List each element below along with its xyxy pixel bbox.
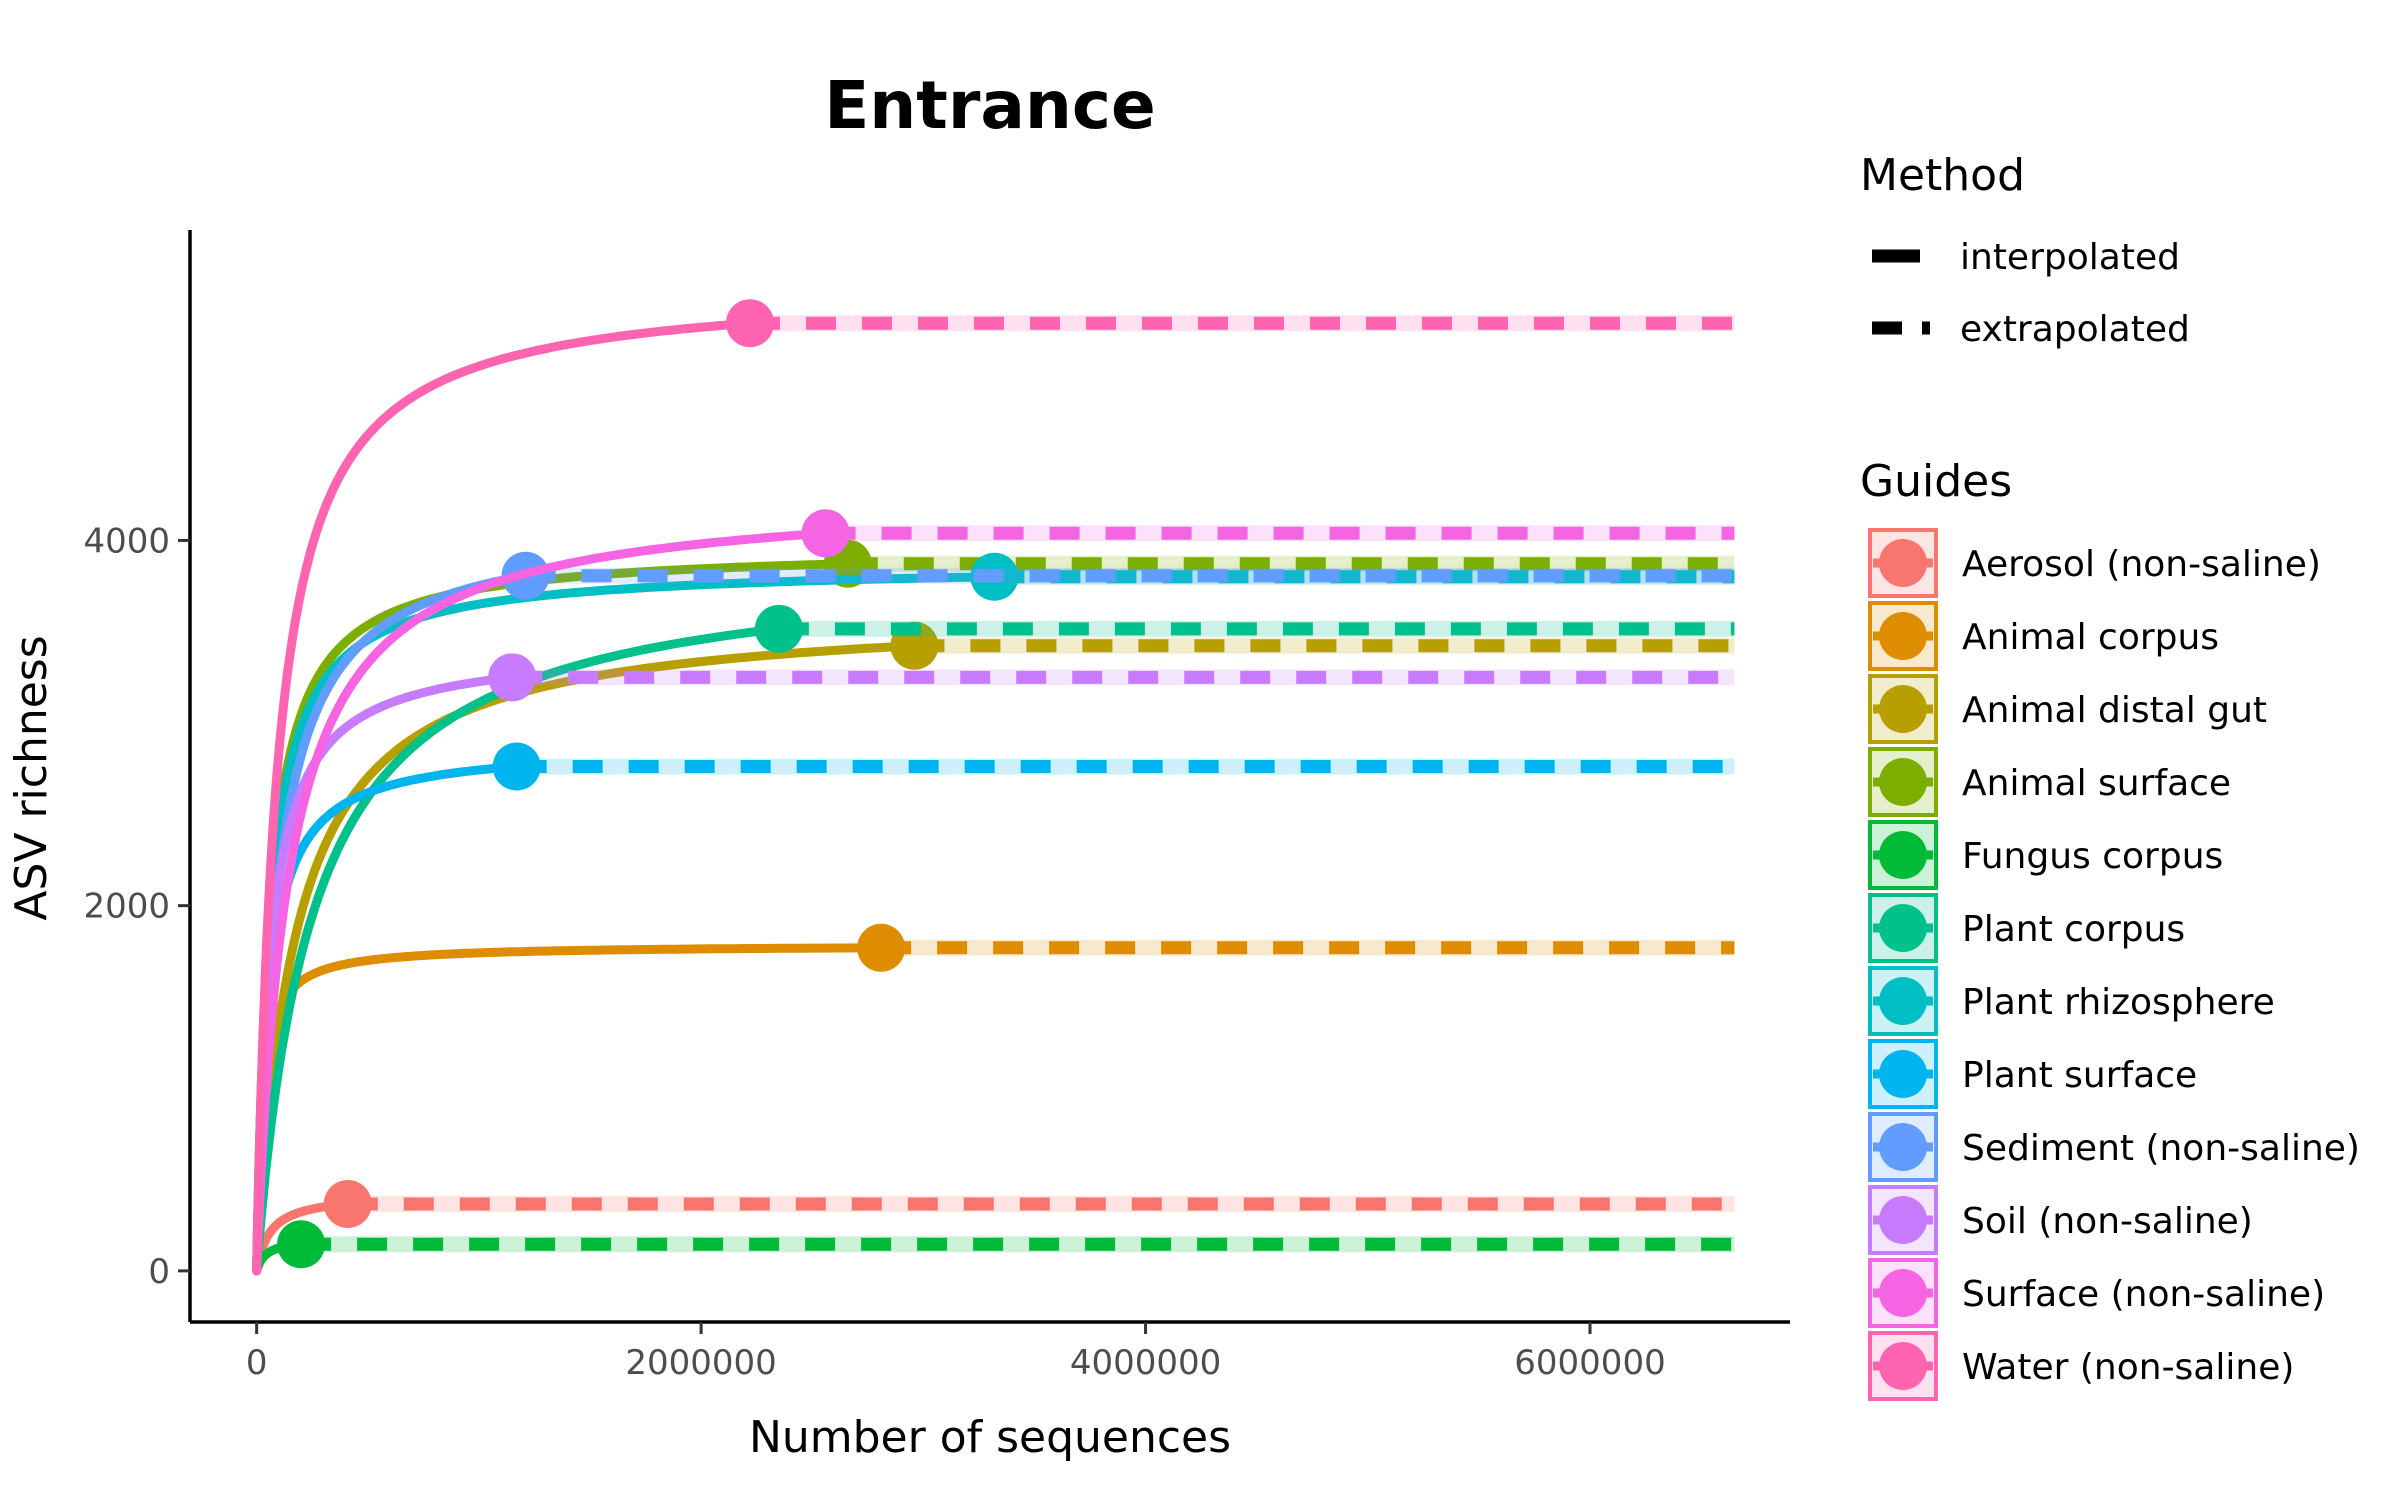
guides-legend-item-sediment-non-saline: Sediment (non-saline) (1868, 1112, 2360, 1182)
guides-legend-label: Animal surface (1962, 763, 2231, 804)
legend: Method Guides interpolated extrapolated Ae… (1860, 150, 2360, 1401)
legend-key-point (1879, 1269, 1927, 1317)
series-animal-corpus (252, 923, 1735, 1276)
guides-legend-item-plant-surface: Plant surface (1868, 1039, 2197, 1109)
guides-legend-label: Soil (non-saline) (1962, 1201, 2253, 1242)
x-tick-label: 6000000 (1514, 1343, 1665, 1383)
guides-legend-label: Plant rhizosphere (1962, 982, 2275, 1023)
legend-key-point (1879, 904, 1927, 952)
x-tick-label: 2000000 (625, 1343, 776, 1383)
series-sediment-non-saline (252, 551, 1735, 1276)
guides-legend-item-fungus-corpus: Fungus corpus (1868, 820, 2223, 890)
legend-key-point (1879, 1050, 1927, 1098)
observed-point (488, 653, 537, 702)
x-tick-label: 4000000 (1070, 1343, 1221, 1383)
guides-legend-label: Plant corpus (1962, 909, 2185, 950)
legend-key-point (1879, 977, 1927, 1025)
legend-key-point (1879, 1342, 1927, 1390)
x-tick-label: 0 (246, 1343, 268, 1383)
legend-key-point (1879, 1196, 1927, 1244)
method-legend-item-interpolated: interpolated (1872, 237, 2180, 278)
guides-legend-item-animal-surface: Animal surface (1868, 747, 2231, 817)
interpolated-line (252, 528, 831, 1276)
observed-point (726, 299, 774, 348)
guides-legend-item-aerosol-non-saline: Aerosol (non-saline) (1868, 528, 2321, 598)
guides-legend-title: Guides (1860, 456, 2012, 507)
observed-point (754, 604, 803, 653)
method-legend-label: extrapolated (1960, 309, 2190, 350)
series-plant-surface (252, 742, 1735, 1276)
guides-legend-label: Water (non-saline) (1962, 1347, 2294, 1388)
y-tick-label: 4000 (83, 521, 170, 561)
observed-point (323, 1179, 372, 1228)
series-aerosol-non-saline (252, 1179, 1735, 1276)
series-water-non-saline (252, 299, 1735, 1276)
guides-legend-label: Animal corpus (1962, 617, 2219, 658)
guides-legend-item-plant-corpus: Plant corpus (1868, 893, 2185, 963)
plot-area (252, 299, 1735, 1276)
chart-title: Entrance (824, 67, 1156, 144)
observed-point (801, 509, 850, 558)
series-plant-corpus (252, 604, 1735, 1276)
guides-legend-item-plant-rhizosphere: Plant rhizosphere (1868, 966, 2275, 1036)
series-plant-rhizosphere (252, 552, 1735, 1276)
legend-key-point (1879, 539, 1927, 587)
legend-key-point (1879, 758, 1927, 806)
guides-legend-label: Plant surface (1962, 1055, 2197, 1096)
legend-key-point (1879, 1123, 1927, 1171)
guides-legend-label: Surface (non-saline) (1962, 1274, 2325, 1315)
y-axis-label: ASV richness (6, 635, 57, 920)
observed-point (857, 923, 906, 972)
method-legend-item-extrapolated: extrapolated (1872, 309, 2190, 350)
guides-legend-item-soil-non-saline: Soil (non-saline) (1868, 1185, 2253, 1255)
guides-legend-item-water-non-saline: Water (non-saline) (1868, 1331, 2294, 1401)
observed-point (277, 1220, 326, 1269)
series-soil-non-saline (252, 653, 1735, 1276)
series-surface-non-saline (252, 509, 1735, 1276)
method-legend-label: interpolated (1960, 237, 2180, 278)
guides-legend-item-surface-non-saline: Surface (non-saline) (1868, 1258, 2325, 1328)
observed-point (492, 742, 541, 791)
guides-legend-label: Animal distal gut (1962, 690, 2267, 731)
axes: 0 2000000 4000000 6000000 0 2000 4000 (83, 230, 1790, 1383)
interpolated-line (252, 318, 755, 1276)
guides-legend-label: Fungus corpus (1962, 836, 2223, 877)
legend-key-point (1879, 612, 1927, 660)
guides-legend-item-animal-corpus: Animal corpus (1868, 601, 2219, 671)
series-fungus-corpus (252, 1220, 1735, 1276)
legend-key-point (1879, 831, 1927, 879)
x-axis-label: Number of sequences (749, 1412, 1231, 1463)
guides-legend-item-animal-distal-gut: Animal distal gut (1868, 674, 2267, 744)
method-legend-title: Method (1860, 150, 2025, 201)
guides-legend-label: Sediment (non-saline) (1962, 1128, 2360, 1169)
y-tick-label: 2000 (83, 887, 170, 927)
guides-legend-label: Aerosol (non-saline) (1962, 544, 2321, 585)
legend-key-point (1879, 685, 1927, 733)
y-tick-label: 0 (148, 1252, 170, 1292)
